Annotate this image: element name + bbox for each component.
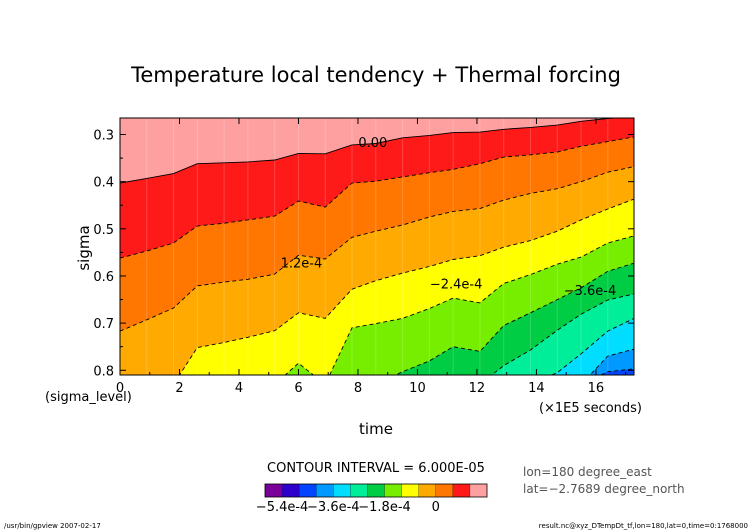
colorbar-label: −3.6e-4 [307,500,360,515]
colorbar-swatch [401,484,419,497]
contour-line-2 [120,166,634,332]
contour-line-6 [491,293,634,375]
x-tick-label: 0 [116,381,124,396]
y-axis-ticks: 0.3 0.4 0.5 0.6 0.7 0.8 [93,129,634,379]
fill-region-8 [589,349,634,375]
colorbar-swatch [350,484,368,497]
plot-frame [119,117,635,376]
y-axis-sublabel: (sigma_level) [45,390,132,405]
y-tick-label: 0.4 [93,176,114,191]
colorbar-frame [264,483,488,498]
x-tick-label: 10 [409,381,426,396]
y-tick-label: 0.3 [93,129,114,144]
colorbar-swatch [265,484,283,497]
x-tick-label: 16 [588,381,605,396]
footer-right: result.nc@xyz_DTempDt_tf,lon=180,lat=0,t… [539,522,748,530]
colorbar-label: 0 [432,500,440,515]
lat-info: lat=−2.7689 degree_north [523,482,685,496]
y-axis-label: sigma [75,225,93,270]
chart-title: Temperature local tendency + Thermal for… [130,63,621,87]
contour-lines [120,118,634,375]
colorbar-label: −1.8e-4 [358,500,411,515]
x-axis-label: time [359,420,393,438]
lon-info: lon=180 degree_east [523,465,652,479]
colorbar-label: −5.4e-4 [256,500,309,515]
colorbar-swatch [299,484,317,497]
colorbar-swatch [316,484,334,497]
y-tick-label: 0.6 [93,270,114,285]
contour-label-0: 0.00 [358,136,387,151]
contour-line-3 [179,198,634,375]
contour-fills [120,118,634,375]
footer-left: /usr/bin/gpview 2007-02-17 [4,522,101,530]
y-tick-label: 0.5 [93,223,114,238]
colorbar [264,483,488,498]
contour-label-1: 1.2e-4 [281,256,323,271]
colorbar-swatch [452,484,471,497]
colorbar-swatch [367,484,385,497]
y-tick-label: 0.7 [93,317,114,332]
x-tick-label: 14 [528,381,545,396]
contour-labels: 0.00 1.2e-4 −2.4e-4 −3.6e-4 [281,136,617,299]
x-tick-label: 2 [175,381,183,396]
colorbar-labels: −5.4e-4−3.6e-4−1.8e-4 0 [256,500,440,515]
colorbar-swatch [418,484,437,497]
contour-label-2: −2.4e-4 [430,278,483,293]
contour-interval: CONTOUR INTERVAL = 6.000E-05 [267,461,485,476]
x-tick-label: 4 [235,381,243,396]
colorbar-swatch [435,484,454,497]
colorbar-swatch [384,484,402,497]
x-tick-label: 8 [354,381,362,396]
colorbar-swatch [333,484,351,497]
x-axis-unit: (×1E5 seconds) [539,401,642,416]
x-axis-ticks: 0 2 4 6 8 10 12 14 16 [116,118,627,396]
contour-line-0 [120,118,621,184]
x-tick-label: 12 [469,381,486,396]
contour-label-3: −3.6e-4 [564,284,617,299]
colorbar-swatch [469,484,488,497]
colorbar-swatch [282,484,300,497]
y-tick-label: 0.8 [93,364,114,379]
x-tick-label: 6 [294,381,302,396]
contour-line-1 [120,136,634,259]
